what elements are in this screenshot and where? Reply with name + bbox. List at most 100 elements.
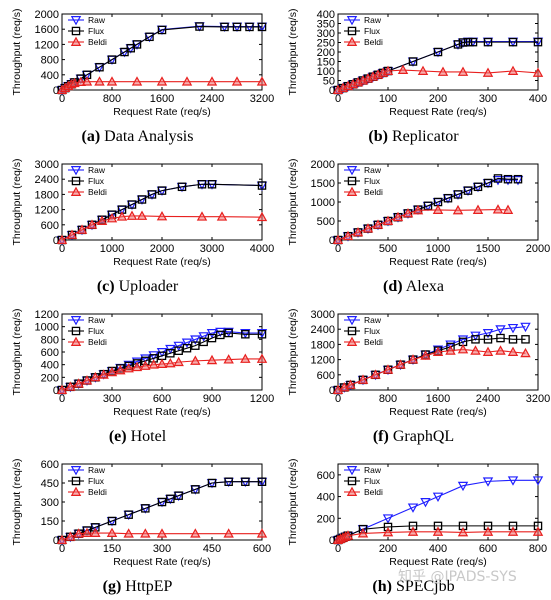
point-flux xyxy=(224,477,233,486)
point-beldi xyxy=(470,345,481,355)
y-tick-label: 2400 xyxy=(311,324,335,336)
x-tick-label: 3200 xyxy=(250,93,274,105)
x-tick-label: 3200 xyxy=(526,393,550,405)
legend-label: Raw xyxy=(88,465,106,475)
y-tick-label: 1600 xyxy=(35,24,59,36)
y-tick-label: 800 xyxy=(41,334,59,346)
point-beldi xyxy=(73,528,84,538)
point-raw xyxy=(407,503,419,513)
panel-hotel: 0 300 600 900 1200 0 200 400 600 800 1000 1200 Reque… xyxy=(0,300,275,450)
x-tick-label: 0 xyxy=(59,243,65,255)
y-axis-label: Throughput (req/s) xyxy=(11,159,23,246)
legend-label: Beldi xyxy=(364,337,383,347)
caption-label: (b) xyxy=(368,128,388,145)
y-tick-label: 3000 xyxy=(311,309,335,321)
x-tick-label: 900 xyxy=(203,393,221,405)
x-tick-label: 600 xyxy=(153,393,171,405)
point-flux xyxy=(199,337,208,347)
y-tick-label: 400 xyxy=(317,492,335,504)
legend-label: Flux xyxy=(364,176,381,186)
point-beldi xyxy=(432,526,444,536)
point-beldi xyxy=(106,366,118,377)
point-flux xyxy=(141,504,150,513)
point-beldi xyxy=(81,375,93,385)
point-raw xyxy=(520,322,531,333)
legend-label: Raw xyxy=(364,165,382,175)
legend-label: Flux xyxy=(88,176,105,186)
point-flux xyxy=(95,62,104,72)
caption-text: SPECjbb xyxy=(395,578,455,595)
point-raw xyxy=(215,327,226,338)
point-beldi xyxy=(482,346,494,356)
y-tick-label: 500 xyxy=(317,216,335,228)
point-beldi xyxy=(156,528,168,538)
point-flux xyxy=(174,491,183,500)
y-tick-label: 200 xyxy=(317,513,335,525)
point-flux xyxy=(257,181,267,190)
point-flux xyxy=(508,335,518,344)
point-beldi xyxy=(65,531,76,541)
point-flux xyxy=(423,201,433,211)
y-axis-label: Throughput (req/s) xyxy=(287,159,299,246)
x-tick-label: 1000 xyxy=(100,243,124,255)
point-raw xyxy=(457,481,469,492)
point-beldi xyxy=(190,528,201,538)
point-beldi xyxy=(532,67,544,77)
caption-alexa: (d) Alexa xyxy=(276,278,551,296)
x-axis-label: Request Rate (req/s) xyxy=(389,256,486,268)
point-flux xyxy=(166,349,175,358)
legend-marker-beldi xyxy=(346,336,358,346)
point-flux xyxy=(157,186,167,195)
caption-hotel: (e) Hotel xyxy=(0,428,275,446)
point-beldi xyxy=(136,210,148,220)
x-tick-label: 200 xyxy=(379,543,397,555)
x-tick-label: 0 xyxy=(335,393,341,405)
point-beldi xyxy=(90,527,101,537)
point-beldi xyxy=(432,204,444,214)
point-flux xyxy=(132,40,142,49)
point-raw xyxy=(206,329,218,339)
point-flux xyxy=(463,37,473,47)
point-beldi xyxy=(165,357,176,368)
series-beldi xyxy=(332,204,514,244)
point-beldi xyxy=(256,353,268,363)
y-tick-label: 150 xyxy=(41,516,59,528)
point-flux xyxy=(157,497,167,507)
caption-specjbb: (h) SPECjbb xyxy=(276,578,551,596)
point-flux xyxy=(458,38,468,47)
legend-label: Beldi xyxy=(88,37,107,47)
panel-data-analysis: 0 800 1600 2400 3200 0 400 800 1200 1600 2000 Reque… xyxy=(0,0,275,150)
point-flux xyxy=(496,333,505,343)
point-raw xyxy=(457,335,469,345)
legend-label: Beldi xyxy=(364,487,383,497)
point-beldi xyxy=(56,234,68,244)
point-flux xyxy=(493,174,503,183)
y-axis-label: Throughput (req/s) xyxy=(287,309,299,396)
point-raw xyxy=(256,329,268,339)
point-beldi xyxy=(482,526,494,536)
point-beldi xyxy=(457,526,469,537)
y-tick-label: 1000 xyxy=(311,197,335,209)
x-tick-label: 2400 xyxy=(476,393,500,405)
x-axis-label: Request Rate (req/s) xyxy=(389,106,486,118)
legend-label: Raw xyxy=(88,165,106,175)
y-tick-label: 200 xyxy=(41,372,59,384)
point-flux xyxy=(157,25,167,35)
y-tick-label: 0 xyxy=(53,85,59,97)
y-tick-label: 350 xyxy=(317,19,335,31)
x-tick-label: 3000 xyxy=(200,243,224,255)
x-tick-label: 100 xyxy=(379,93,397,105)
point-flux xyxy=(137,195,147,204)
point-beldi xyxy=(407,354,419,364)
point-flux xyxy=(147,190,157,199)
point-flux xyxy=(453,40,463,49)
point-flux xyxy=(473,182,483,192)
point-flux xyxy=(191,341,200,350)
point-raw xyxy=(382,514,394,524)
legend-label: Beldi xyxy=(88,187,107,197)
point-raw xyxy=(507,476,519,486)
point-raw xyxy=(502,176,514,186)
point-beldi xyxy=(66,229,78,239)
legend-label: Beldi xyxy=(88,487,107,497)
